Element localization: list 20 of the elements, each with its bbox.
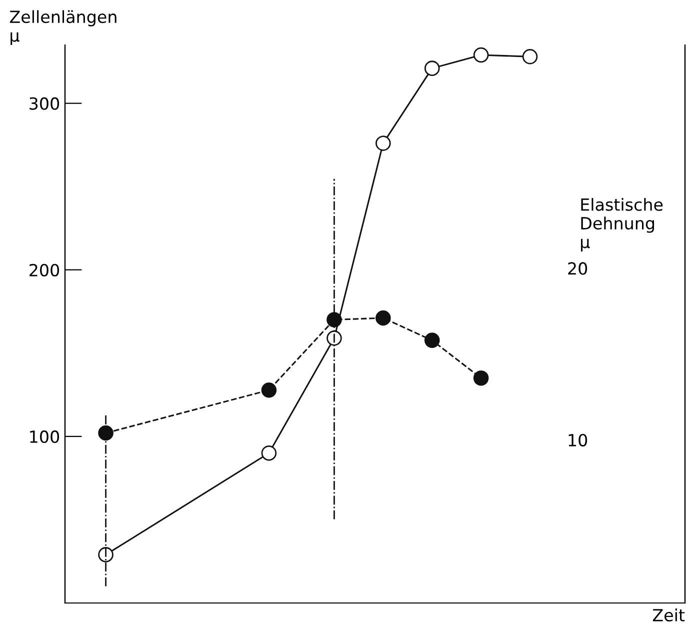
x-axis-title: Zeit [652, 608, 685, 622]
point [98, 425, 114, 441]
point [376, 310, 391, 326]
point [326, 312, 342, 328]
y2-tick-label: 10 [568, 434, 588, 446]
y-axis-title: Zellenlängen μ [10, 10, 116, 45]
point [261, 382, 277, 398]
point [424, 332, 440, 348]
y2-axis-title: Elastische Dehnung μ [581, 198, 663, 252]
point [473, 47, 489, 63]
y2-tick-label: 20 [568, 262, 588, 275]
point [376, 136, 391, 151]
point [326, 330, 342, 346]
point [261, 445, 277, 461]
y-tick-label: 200 [30, 264, 60, 276]
point [424, 60, 440, 76]
y-tick-label: 300 [30, 97, 60, 110]
point [473, 370, 489, 386]
point [522, 49, 538, 64]
y-tick-label: 100 [30, 430, 60, 443]
